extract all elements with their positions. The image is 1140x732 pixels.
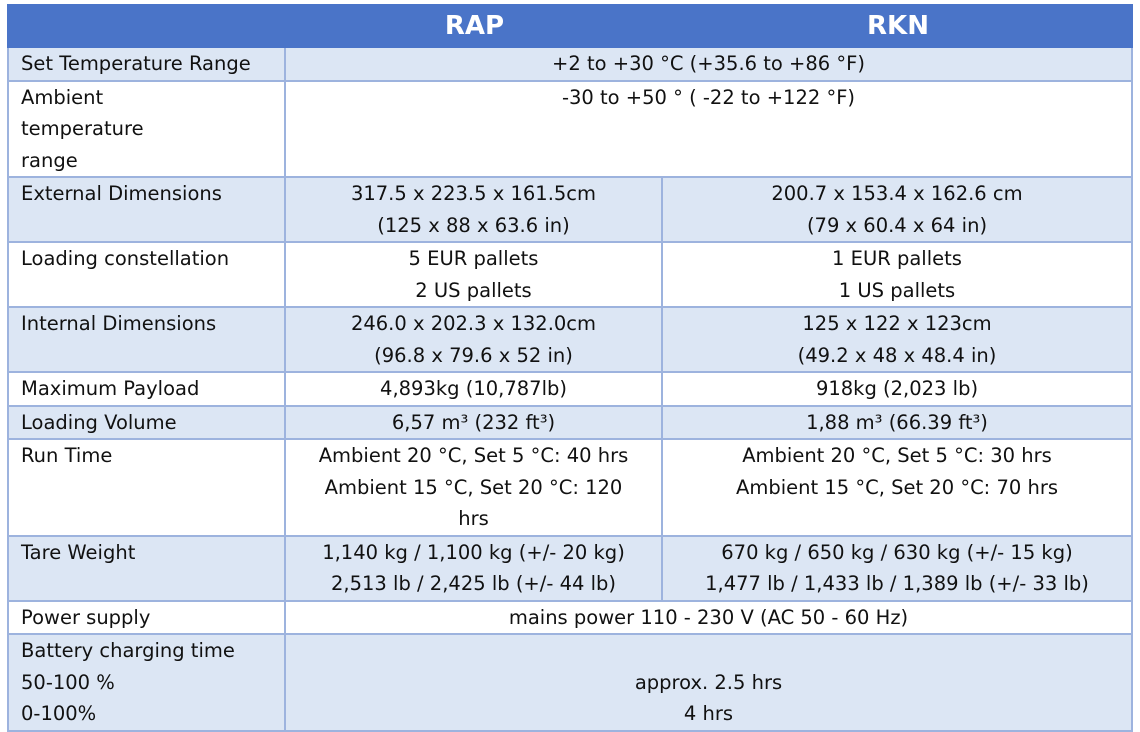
rkn-value: 1 EUR pallets 1 US pallets	[661, 241, 1133, 308]
row-maximum-payload: Maximum Payload 4,893kg (10,787lb) 918kg…	[7, 371, 1133, 407]
row-label: Tare Weight	[7, 534, 286, 602]
row-power-supply: Power supply mains power 110 - 230 V (AC…	[7, 599, 1133, 635]
value-line: Ambient 20 °C, Set 5 °C: 40 hrs	[318, 444, 629, 467]
label-line: 50-100 %	[21, 670, 115, 694]
value-line: 1 US pallets	[838, 278, 956, 302]
header-rap: RAP	[284, 4, 663, 48]
rap-value: Ambient 20 °C, Set 5 °C: 40 hrs Ambient …	[284, 438, 663, 537]
header-rkn: RKN	[661, 4, 1133, 48]
rkn-value: 200.7 x 153.4 x 162.6 cm (79 x 60.4 x 64…	[661, 176, 1133, 243]
label-part: Ambient	[21, 85, 104, 109]
header-row: RAP RKN	[7, 4, 1133, 48]
row-label: Battery charging time 50-100 % 0-100%	[7, 633, 286, 732]
rkn-value: Ambient 20 °C, Set 5 °C: 30 hrs Ambient …	[661, 438, 1133, 537]
row-loading-volume: Loading Volume 6,57 m³ (232 ft³) 1,88 m³…	[7, 404, 1133, 440]
row-internal-dimensions: Internal Dimensions 246.0 x 202.3 x 132.…	[7, 306, 1133, 373]
value-line: Ambient 15 °C, Set 20 °C: 120	[324, 475, 623, 499]
value-line: 1,477 lb / 1,433 lb / 1,389 lb (+/- 33 l…	[705, 572, 1089, 595]
value-line: 5 EUR pallets	[408, 247, 539, 270]
row-label: Internal Dimensions	[7, 306, 286, 373]
row-label: Set Temperature Range	[7, 46, 286, 82]
row-label: Loading Volume	[7, 404, 286, 440]
rap-value: 5 EUR pallets 2 US pallets	[284, 241, 663, 308]
spec-table: RAP RKN Set Temperature Range +2 to +30 …	[7, 4, 1133, 732]
value-line: 2 US pallets	[415, 278, 532, 302]
rkn-value: 125 x 122 x 123cm (49.2 x 48 x 48.4 in)	[661, 306, 1133, 373]
value-line: (96.8 x 79.6 x 52 in)	[374, 343, 573, 367]
header-corner	[7, 4, 286, 48]
value-line: Ambient 20 °C, Set 5 °C: 30 hrs	[742, 444, 1052, 467]
row-tare-weight: Tare Weight 1,140 kg / 1,100 kg (+/- 20 …	[7, 534, 1133, 602]
row-label: Power supply	[7, 599, 286, 635]
value-line: 670 kg / 650 kg / 630 kg (+/- 15 kg)	[721, 540, 1073, 564]
value-line: approx. 2.5 hrs	[634, 670, 783, 694]
value-line: 2,513 lb / 2,425 lb (+/- 44 lb)	[331, 572, 616, 595]
row-value: mains power 110 - 230 V (AC 50 - 60 Hz)	[284, 599, 1133, 635]
row-value: -30 to +50 ° ( -22 to +122 °F)	[284, 79, 1133, 178]
row-label: Maximum Payload	[7, 371, 286, 407]
value-line: (49.2 x 48 x 48.4 in)	[797, 343, 997, 367]
row-label: Ambient temperature range	[7, 79, 286, 178]
label-part: range	[21, 148, 78, 172]
label-line: Battery charging time	[21, 639, 235, 662]
value-line: (125 x 88 x 63.6 in)	[377, 213, 570, 237]
row-run-time: Run Time Ambient 20 °C, Set 5 °C: 40 hrs…	[7, 438, 1133, 537]
row-value: approx. 2.5 hrs 4 hrs	[284, 633, 1133, 732]
rkn-value: 1,88 m³ (66.39 ft³)	[661, 404, 1133, 440]
rap-value: 317.5 x 223.5 x 161.5cm (125 x 88 x 63.6…	[284, 176, 663, 243]
label-part: temperature	[21, 117, 144, 140]
value-line: hrs	[458, 507, 489, 530]
value-line: Ambient 15 °C, Set 20 °C: 70 hrs	[735, 475, 1059, 499]
row-loading-constellation: Loading constellation 5 EUR pallets 2 US…	[7, 241, 1133, 308]
value-line: 4 hrs	[683, 702, 734, 725]
row-value: +2 to +30 °C (+35.6 to +86 °F)	[284, 46, 1133, 82]
value-line: 1,140 kg / 1,100 kg (+/- 20 kg)	[322, 540, 625, 564]
row-label: External Dimensions	[7, 176, 286, 243]
value-line: 125 x 122 x 123cm	[802, 312, 992, 335]
value-line: 317.5 x 223.5 x 161.5cm	[350, 182, 597, 205]
row-label: Run Time	[7, 438, 286, 537]
row-set-temperature: Set Temperature Range +2 to +30 °C (+35.…	[7, 46, 1133, 82]
rap-value: 1,140 kg / 1,100 kg (+/- 20 kg) 2,513 lb…	[284, 534, 663, 602]
rap-value: 4,893kg (10,787lb)	[284, 371, 663, 407]
value-line: 246.0 x 202.3 x 132.0cm	[350, 312, 597, 335]
value-line: 1 EUR pallets	[832, 247, 962, 270]
value-line: 200.7 x 153.4 x 162.6 cm	[771, 182, 1023, 205]
label-line: 0-100%	[21, 702, 97, 725]
row-battery-charging: Battery charging time 50-100 % 0-100% ap…	[7, 633, 1133, 732]
rap-value: 6,57 m³ (232 ft³)	[284, 404, 663, 440]
value-line	[292, 635, 1125, 667]
row-external-dimensions: External Dimensions 317.5 x 223.5 x 161.…	[7, 176, 1133, 243]
row-ambient-temperature: Ambient temperature range -30 to +50 ° (…	[7, 79, 1133, 178]
rkn-value: 670 kg / 650 kg / 630 kg (+/- 15 kg) 1,4…	[661, 534, 1133, 602]
value-line: (79 x 60.4 x 64 in)	[806, 213, 988, 237]
rap-value: 246.0 x 202.3 x 132.0cm (96.8 x 79.6 x 5…	[284, 306, 663, 373]
rkn-value: 918kg (2,023 lb)	[661, 371, 1133, 407]
row-label: Loading constellation	[7, 241, 286, 308]
